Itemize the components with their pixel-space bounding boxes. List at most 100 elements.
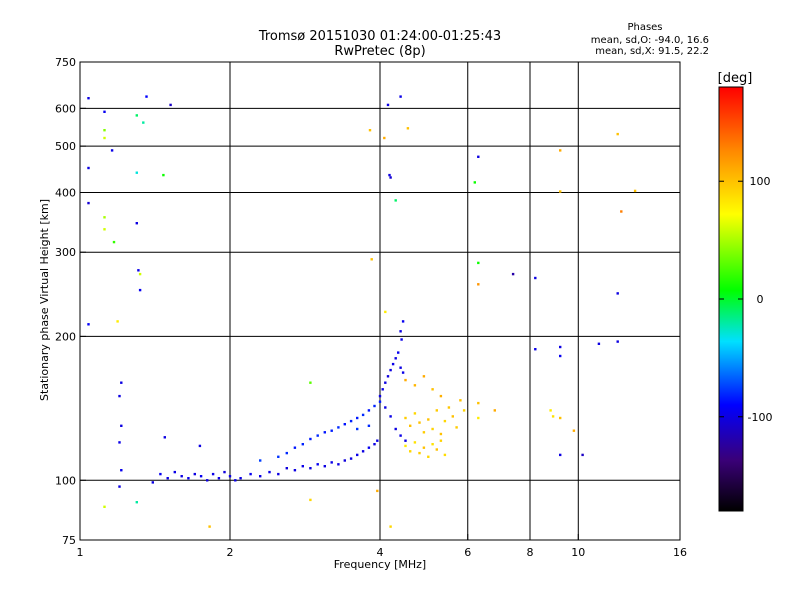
o-mode-point: [597, 342, 601, 345]
o-mode-point: [581, 453, 584, 457]
x-tick-label: 6: [464, 546, 471, 559]
o-mode-point: [343, 459, 346, 462]
x-mode-point: [309, 498, 312, 502]
o-mode-point: [404, 439, 407, 442]
x-mode-point: [208, 525, 211, 528]
y-tick-label: 400: [55, 186, 76, 199]
o-mode-point: [151, 481, 154, 484]
o-mode-point: [534, 348, 537, 351]
x-mode-point: [559, 416, 562, 420]
x-mode-point: [376, 489, 379, 493]
o-mode-point: [511, 272, 515, 276]
o-mode-point: [198, 444, 202, 448]
o-mode-point: [349, 457, 353, 460]
o-mode-point: [534, 276, 537, 280]
o-mode-point: [217, 477, 221, 480]
x-mode-point: [443, 453, 447, 457]
x-mode-point: [162, 173, 165, 177]
o-mode-point: [228, 475, 232, 478]
x-mode-point: [451, 415, 454, 418]
o-mode-point: [373, 443, 376, 446]
o-mode-point: [376, 439, 379, 442]
o-mode-point: [120, 469, 123, 472]
o-mode-point: [388, 173, 391, 177]
x-mode-point: [459, 399, 462, 402]
o-mode-point: [163, 436, 166, 439]
o-mode-point: [386, 103, 390, 107]
o-mode-point: [378, 400, 382, 403]
o-mode-point: [559, 453, 562, 457]
x-mode-point: [435, 409, 438, 412]
o-mode-point: [159, 472, 162, 476]
x-mode-point: [427, 418, 430, 421]
o-mode-point: [323, 465, 326, 468]
x-tick-label: 8: [527, 546, 534, 559]
o-mode-point: [301, 465, 304, 468]
o-mode-point: [138, 288, 142, 292]
o-mode-point: [316, 463, 319, 466]
colorbar-ticks: 100 0 -100: [719, 175, 772, 424]
o-mode-point: [616, 292, 619, 295]
o-mode-point: [399, 95, 402, 98]
x-mode-point: [455, 426, 458, 429]
o-mode-point: [397, 351, 400, 354]
o-mode-point: [277, 472, 280, 476]
o-mode-point: [389, 368, 392, 372]
x-axis-ticks: 1 2 4 6 8 10 16: [77, 534, 687, 559]
o-mode-point: [389, 176, 392, 179]
o-mode-point: [187, 477, 190, 480]
x-mode-point: [462, 409, 466, 412]
o-mode-point: [259, 459, 262, 462]
y-tick-label: 600: [55, 102, 76, 115]
x-mode-point: [103, 505, 106, 508]
x-mode-point: [413, 384, 417, 387]
x-mode-point: [439, 394, 443, 398]
colorbar-tick-label: -100: [748, 411, 773, 424]
x-mode-point: [477, 416, 480, 420]
o-mode-point: [401, 320, 405, 323]
o-mode-point: [330, 461, 333, 464]
x-mode-point: [572, 429, 576, 432]
o-mode-point: [330, 429, 333, 432]
o-mode-point: [193, 472, 196, 476]
x-mode-point: [616, 132, 619, 136]
x-tick-label: 10: [571, 546, 585, 559]
o-mode-point: [399, 366, 402, 369]
x-mode-point: [103, 228, 106, 231]
x-mode-point: [431, 388, 434, 391]
o-mode-point: [137, 269, 140, 272]
x-mode-point: [409, 450, 412, 453]
o-mode-point: [285, 451, 288, 455]
o-mode-point: [118, 394, 121, 398]
o-mode-point: [349, 419, 353, 423]
x-mode-point: [142, 121, 145, 124]
o-mode-point: [239, 477, 242, 480]
x-mode-point: [389, 525, 392, 528]
stats-title: Phases: [627, 22, 662, 33]
x-mode-point: [549, 409, 552, 412]
x-mode-point: [404, 416, 407, 420]
x-mode-point: [477, 283, 480, 286]
x-mode-point: [409, 424, 412, 427]
x-mode-point: [404, 378, 407, 382]
o-mode-point: [87, 97, 90, 100]
x-mode-point: [633, 189, 637, 193]
y-tick-label: 500: [55, 140, 76, 153]
o-mode-point: [343, 423, 346, 426]
o-mode-point: [120, 381, 123, 384]
o-mode-point: [378, 394, 382, 398]
o-mode-point: [120, 424, 123, 427]
stats-line-o: mean, sd,O: -94.0, 16.6: [591, 35, 709, 46]
o-mode-point: [391, 362, 395, 366]
x-mode-point: [135, 171, 138, 174]
x-mode-point: [427, 455, 430, 458]
o-mode-point: [356, 416, 359, 420]
x-mode-point: [477, 401, 480, 405]
o-mode-point: [309, 467, 312, 470]
o-mode-point: [337, 463, 340, 466]
o-mode-point: [277, 455, 280, 458]
x-tick-label: 1: [77, 546, 84, 559]
y-tick-label: 200: [55, 330, 76, 343]
o-mode-point: [323, 431, 326, 434]
x-mode-point: [447, 406, 451, 409]
